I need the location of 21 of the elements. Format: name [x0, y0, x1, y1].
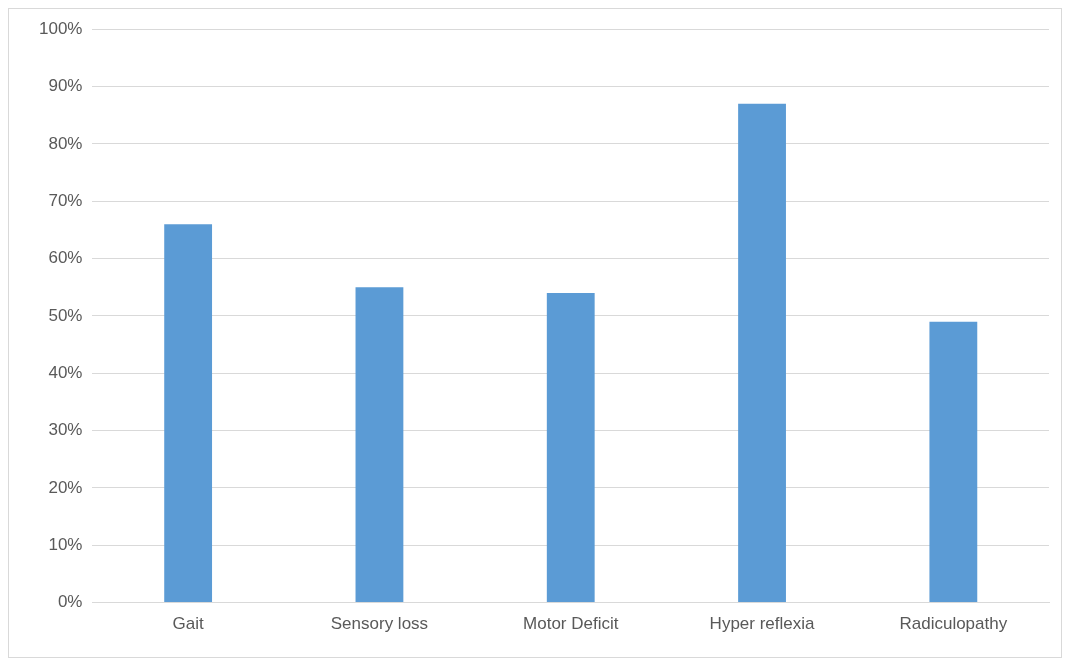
y-tick-label: 90%: [48, 76, 83, 96]
bar: [355, 287, 404, 603]
y-tick-label: 60%: [48, 248, 83, 268]
y-tick-label: 10%: [48, 534, 83, 554]
x-tick-label: Motor Deficit: [523, 614, 619, 634]
y-tick-label: 40%: [48, 362, 83, 382]
x-tick-label: Gait: [172, 614, 204, 634]
y-tick-label: 100%: [39, 18, 83, 38]
x-tick-label: Hyper reflexia: [709, 614, 816, 634]
y-tick-label: 20%: [48, 477, 83, 497]
y-tick-label: 70%: [48, 190, 83, 210]
bar: [164, 224, 213, 603]
x-tick-label: Sensory loss: [330, 614, 429, 634]
bar: [546, 292, 595, 603]
y-tick-label: 30%: [48, 420, 83, 440]
y-tick-label: 0%: [57, 592, 83, 612]
bar: [929, 321, 978, 603]
y-tick-label: 50%: [48, 305, 83, 325]
y-tick-label: 80%: [48, 133, 83, 153]
bar: [738, 103, 786, 603]
x-tick-label: Radiculopathy: [899, 614, 1008, 634]
